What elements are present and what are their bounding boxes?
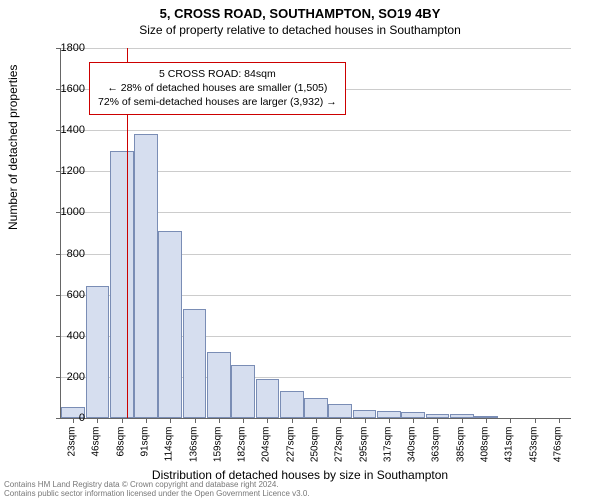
histogram-bar: [183, 309, 207, 418]
annotation-line-3: 72% of semi-detached houses are larger (…: [98, 95, 337, 109]
histogram-bar: [304, 398, 328, 418]
y-tick-label: 600: [45, 289, 85, 301]
y-tick-label: 1000: [45, 206, 85, 218]
x-tick: [413, 418, 414, 423]
grid-line: [61, 48, 571, 49]
chart-subtitle: Size of property relative to detached ho…: [0, 21, 600, 37]
histogram-bar: [86, 286, 110, 418]
x-tick: [267, 418, 268, 423]
x-tick: [219, 418, 220, 423]
x-tick: [195, 418, 196, 423]
chart-container: 5, CROSS ROAD, SOUTHAMPTON, SO19 4BY Siz…: [0, 0, 600, 500]
x-tick: [559, 418, 560, 423]
x-tick: [146, 418, 147, 423]
histogram-bar: [256, 379, 280, 418]
x-tick: [437, 418, 438, 423]
x-tick: [97, 418, 98, 423]
footer-attribution: Contains HM Land Registry data © Crown c…: [0, 480, 314, 500]
x-tick: [316, 418, 317, 423]
x-tick: [340, 418, 341, 423]
x-tick: [486, 418, 487, 423]
footer-line-2: Contains public sector information licen…: [4, 490, 310, 499]
histogram-bar: [280, 391, 304, 418]
y-tick-label: 1200: [45, 165, 85, 177]
y-tick-label: 400: [45, 330, 85, 342]
histogram-bar: [353, 410, 377, 418]
histogram-bar: [110, 151, 134, 418]
y-tick-label: 1800: [45, 42, 85, 54]
histogram-bar: [231, 365, 255, 418]
y-tick-label: 0: [45, 412, 85, 424]
histogram-bar: [328, 404, 352, 418]
histogram-bar: [134, 134, 158, 418]
annotation-line-1: 5 CROSS ROAD: 84sqm: [98, 67, 337, 81]
x-tick: [365, 418, 366, 423]
x-tick: [170, 418, 171, 423]
x-tick: [462, 418, 463, 423]
grid-line: [61, 130, 571, 131]
x-tick: [535, 418, 536, 423]
x-tick: [292, 418, 293, 423]
histogram-bar: [377, 411, 401, 418]
x-tick: [510, 418, 511, 423]
chart-plot-area: 5 CROSS ROAD: 84sqm ← 28% of detached ho…: [60, 48, 571, 419]
x-tick: [389, 418, 390, 423]
annotation-box: 5 CROSS ROAD: 84sqm ← 28% of detached ho…: [89, 62, 346, 115]
y-tick-label: 1400: [45, 124, 85, 136]
y-tick-label: 1600: [45, 83, 85, 95]
x-tick: [243, 418, 244, 423]
y-axis-label: Number of detached properties: [6, 65, 20, 230]
x-tick: [122, 418, 123, 423]
annotation-line-2: ← 28% of detached houses are smaller (1,…: [98, 81, 337, 95]
y-tick-label: 800: [45, 248, 85, 260]
histogram-bar: [158, 231, 182, 418]
histogram-bar: [207, 352, 231, 418]
chart-title: 5, CROSS ROAD, SOUTHAMPTON, SO19 4BY: [0, 0, 600, 21]
y-tick-label: 200: [45, 371, 85, 383]
